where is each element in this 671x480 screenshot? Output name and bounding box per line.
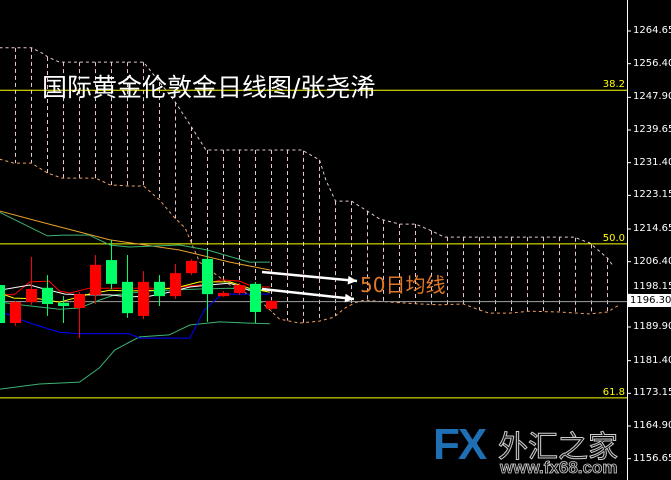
fib-label-50: 50.0 — [602, 233, 625, 244]
candle-body — [42, 287, 53, 305]
y-tick-label: 1256.40 — [633, 57, 671, 69]
y-tick-label: 1198.15 — [633, 281, 671, 292]
candle-body — [218, 292, 229, 297]
candle-body — [0, 285, 5, 324]
y-tick-label: 1164.90 — [633, 420, 671, 431]
candle-body — [154, 281, 165, 297]
y-tick-label: 1181.40 — [633, 354, 671, 366]
candle-body — [170, 273, 181, 297]
indicator-line — [0, 210, 270, 271]
y-tick-label: 1247.90 — [633, 91, 671, 103]
arrow-head-icon — [347, 275, 357, 285]
indicator-line — [0, 211, 270, 263]
cloud-lower-span — [0, 158, 620, 324]
fib-label-61: 61.8 — [602, 387, 625, 398]
candle-body — [234, 285, 245, 293]
candle-body — [58, 302, 69, 307]
arrow-line — [261, 287, 355, 301]
fib-label-38: 38.2 — [602, 79, 625, 90]
candle-body — [138, 281, 149, 316]
y-tick-label: 1231.40 — [633, 156, 671, 168]
y-tick-label: 1156.65 — [633, 452, 671, 464]
chart-title: 国际黄金伦敦金日线图/张尧浠 — [42, 73, 376, 102]
y-tick-label: 1206.40 — [633, 255, 671, 267]
candle-body — [202, 258, 213, 295]
current-price-label: 1196.30 — [628, 294, 671, 307]
y-tick-label: 1239.65 — [633, 124, 671, 135]
indicator-line — [0, 287, 270, 310]
arrow-head-icon — [344, 293, 354, 303]
y-tick-label: 1189.90 — [633, 321, 671, 332]
cloud-upper-span — [0, 47, 613, 266]
fx68-watermark-logo: FX 外汇之家 www.fx68.com — [433, 420, 619, 477]
candle-body — [106, 260, 117, 284]
y-tick-label: 1264.65 — [633, 25, 671, 36]
candle-body — [26, 288, 37, 303]
indicator-line — [0, 279, 270, 296]
indicator-line — [0, 321, 270, 390]
indicator-line — [0, 293, 270, 339]
y-tick-label: 1173.15 — [633, 387, 671, 399]
candle-body — [74, 294, 85, 309]
ma50-annotation: 50日均线 — [360, 273, 446, 297]
candle-body — [186, 260, 197, 274]
arrow-line — [261, 270, 358, 283]
y-tick-label: 1214.65 — [633, 223, 671, 234]
candle-body — [122, 281, 133, 314]
candle-body — [266, 300, 277, 309]
candle-body — [90, 264, 101, 295]
candle-body — [250, 283, 261, 312]
candle-body — [10, 302, 21, 324]
y-tick-label: 1223.15 — [633, 189, 671, 201]
